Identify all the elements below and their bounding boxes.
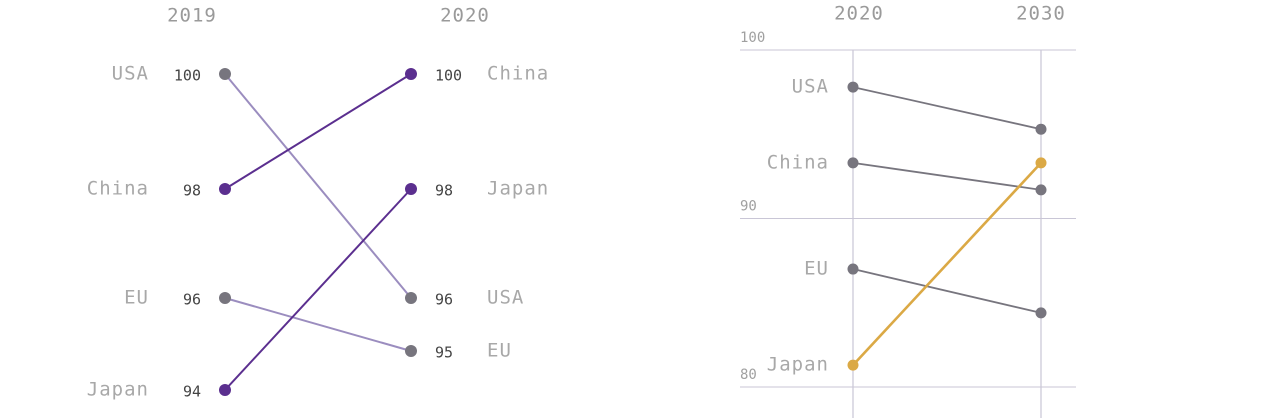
right-ytick-100: 100 [740, 30, 765, 46]
right-line-china [852, 162, 1042, 191]
left-line-usa [224, 73, 412, 299]
left-dot-2020-eu [405, 345, 417, 357]
left-dot-2019-japan [219, 384, 231, 396]
right-dot-2030-usa [1035, 123, 1047, 135]
right-ytick-80: 80 [740, 367, 757, 383]
left-value-2019-japan: 94 [183, 383, 201, 401]
left-dot-2019-usa [219, 68, 231, 80]
left-value-2019-eu: 96 [183, 291, 201, 309]
right-slope-chart: 100 90 80 2020 2030 USA China EU Japan [740, 3, 1076, 418]
right-dot-2030-japan [1035, 157, 1047, 169]
right-label-usa: USA [792, 76, 829, 98]
right-label-japan: Japan [767, 354, 829, 376]
right-year-2020: 2020 [834, 3, 884, 25]
left-value-2019-usa: 100 [174, 67, 201, 85]
left-slope-chart: 2019 2020 USA 100 96 USA China 98 100 China EU 96 95… [87, 5, 549, 401]
left-line-china [224, 73, 412, 190]
right-dot-2020-eu [847, 263, 859, 275]
right-dot-2020-japan [847, 359, 859, 371]
left-dot-2020-japan [405, 183, 417, 195]
left-label-2019-china: China [87, 178, 149, 200]
left-label-2019-japan: Japan [87, 379, 149, 401]
right-line-eu [852, 268, 1042, 314]
right-year-2030: 2030 [1016, 3, 1066, 25]
right-line-usa [852, 86, 1042, 131]
left-dot-2019-eu [219, 292, 231, 304]
left-label-2020-japan: Japan [487, 178, 549, 200]
left-dot-2019-china [219, 183, 231, 195]
left-year-2019: 2019 [167, 5, 217, 27]
right-label-eu: EU [804, 258, 829, 280]
left-year-2020: 2020 [440, 5, 490, 27]
left-line-japan [224, 188, 412, 391]
right-label-china: China [767, 151, 829, 173]
right-line-japan [852, 162, 1042, 366]
left-value-2019-china: 98 [183, 182, 201, 200]
right-dot-2020-china [847, 157, 859, 169]
left-value-2020-japan: 98 [435, 182, 453, 200]
left-value-2020-china: 100 [435, 67, 462, 85]
left-line-eu [224, 297, 412, 352]
left-label-2020-usa: USA [487, 287, 524, 309]
right-dot-2030-china [1035, 184, 1047, 196]
left-dot-2020-usa [405, 292, 417, 304]
left-value-2020-usa: 96 [435, 291, 453, 309]
left-label-2019-usa: USA [112, 63, 149, 85]
right-ytick-90: 90 [740, 199, 757, 215]
left-dot-2020-china [405, 68, 417, 80]
left-label-2020-china: China [487, 63, 549, 85]
right-dot-2020-usa [847, 81, 859, 93]
left-label-2020-eu: EU [487, 340, 512, 362]
left-label-2019-eu: EU [124, 287, 149, 309]
left-value-2020-eu: 95 [435, 344, 453, 362]
right-dot-2030-eu [1035, 307, 1047, 319]
